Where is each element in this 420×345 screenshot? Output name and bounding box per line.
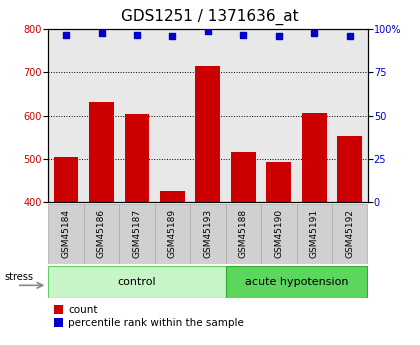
Bar — [226, 204, 261, 264]
Bar — [155, 204, 190, 264]
Bar — [48, 204, 84, 264]
Text: GSM45191: GSM45191 — [310, 209, 319, 258]
Text: stress: stress — [5, 272, 34, 282]
Text: control: control — [118, 277, 156, 287]
Text: GSM45188: GSM45188 — [239, 209, 248, 258]
Text: GSM45184: GSM45184 — [62, 209, 71, 258]
Point — [205, 28, 211, 34]
Legend: count, percentile rank within the sample: count, percentile rank within the sample — [53, 305, 244, 328]
Text: GSM45189: GSM45189 — [168, 209, 177, 258]
Bar — [84, 204, 119, 264]
Text: GDS1251 / 1371636_at: GDS1251 / 1371636_at — [121, 9, 299, 25]
Bar — [160, 191, 185, 202]
Bar — [231, 152, 256, 202]
Point — [276, 33, 282, 39]
Text: GSM45190: GSM45190 — [274, 209, 284, 258]
Bar — [190, 204, 226, 264]
Point — [63, 32, 69, 37]
Bar — [195, 66, 220, 202]
Point — [240, 32, 247, 37]
Text: GSM45193: GSM45193 — [203, 209, 213, 258]
Point — [311, 30, 318, 36]
Point — [134, 32, 140, 37]
Bar — [119, 204, 155, 264]
Bar — [337, 136, 362, 202]
Text: GSM45192: GSM45192 — [345, 209, 354, 258]
Bar — [89, 102, 114, 202]
Bar — [261, 204, 297, 264]
Point — [169, 33, 176, 39]
Text: acute hypotension: acute hypotension — [245, 277, 348, 287]
Bar — [125, 114, 150, 202]
Bar — [226, 266, 368, 298]
Bar — [332, 204, 368, 264]
Bar — [266, 162, 291, 202]
Bar — [48, 266, 226, 298]
Bar — [302, 114, 327, 202]
Text: GSM45186: GSM45186 — [97, 209, 106, 258]
Point — [346, 33, 353, 39]
Bar — [54, 157, 79, 202]
Point — [98, 30, 105, 36]
Bar — [297, 204, 332, 264]
Text: GSM45187: GSM45187 — [132, 209, 142, 258]
